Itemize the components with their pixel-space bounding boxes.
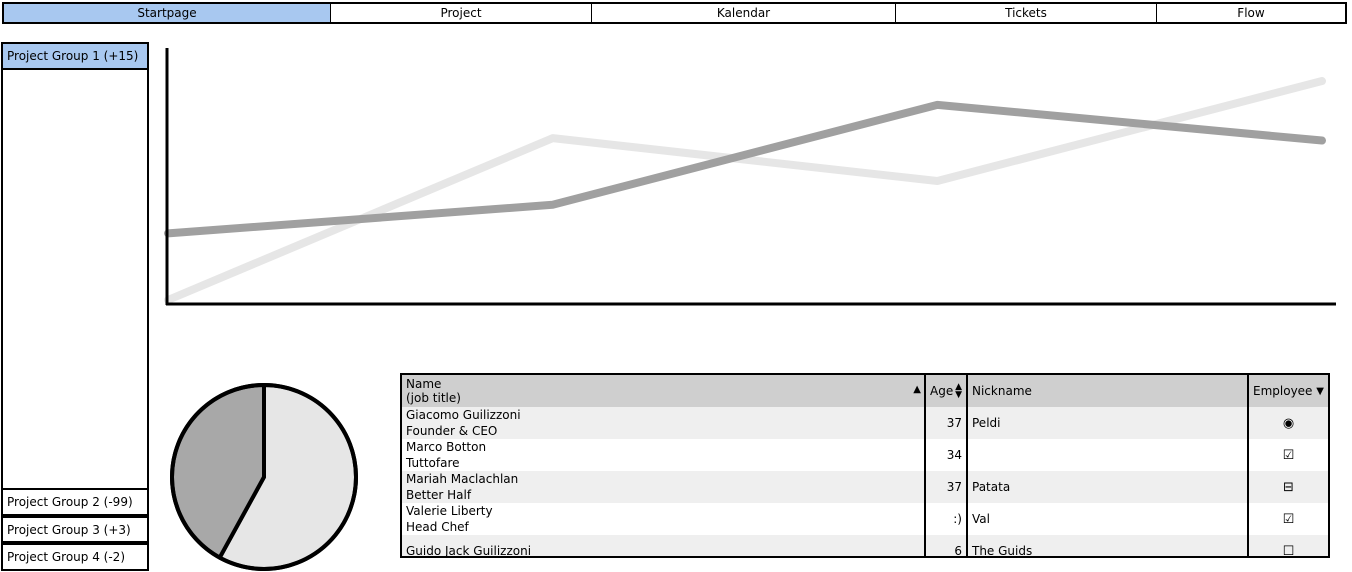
main-tab-bar: Startpage Project Kalendar Tickets Flow (2, 2, 1347, 24)
cell-name: Marco Botton Tuttofare (402, 439, 925, 471)
cell-name: Valerie Liberty Head Chef (402, 503, 925, 535)
employee-data-grid: Name (job title) ▲ Age ▲ ▼ Nickname Emplo… (400, 373, 1330, 558)
tab-kalendar[interactable]: Kalendar (592, 4, 896, 22)
tab-project[interactable]: Project (331, 4, 592, 22)
employee-job-title: Founder & CEO (406, 424, 498, 438)
employee-name: Mariah Maclachlan (406, 472, 519, 486)
column-header-employee-label: Employee (1253, 384, 1313, 398)
cell-employee: ◉ (1247, 407, 1328, 439)
line-series-1 (164, 77, 1326, 304)
tab-flow[interactable]: Flow (1237, 6, 1265, 20)
cell-employee: ☑ (1247, 439, 1328, 471)
cell-employee: ☐ (1247, 535, 1328, 558)
sidebar-expanded-panel (1, 70, 149, 488)
column-header-name-label: Name (406, 377, 442, 391)
table-row[interactable]: Giacomo Guilizzoni Founder & CEO 37 Peldi ◉ (402, 407, 1328, 439)
sidebar-item-project-group-2[interactable]: Project Group 2 (-99) (1, 488, 149, 516)
pie-outline (170, 383, 358, 571)
table-header-row: Name (job title) ▲ Age ▲ ▼ Nickname Emplo… (402, 375, 1328, 407)
cell-age: 34 (924, 439, 968, 471)
column-header-nickname[interactable]: Nickname (967, 375, 1248, 407)
column-header-name-sublabel: (job title) (406, 391, 461, 405)
cell-name: Giacomo Guilizzoni Founder & CEO (402, 407, 925, 439)
sort-both-icon: ▲ ▼ (955, 382, 962, 400)
employee-name: Marco Botton (406, 440, 487, 454)
cell-age: :) (924, 503, 968, 535)
cell-nickname (967, 439, 1248, 471)
cell-nickname: Patata (967, 471, 1248, 503)
employee-job-title: Better Half (406, 488, 472, 502)
cell-employee: ☑ (1247, 503, 1328, 535)
employee-name: Giacomo Guilizzoni (406, 408, 521, 422)
employee-name: Guido Jack Guilizzoni (406, 544, 532, 558)
pie-chart (170, 383, 358, 571)
employee-job-title: Head Chef (406, 520, 469, 534)
checkbox-checked-icon[interactable]: ☑ (1282, 512, 1295, 527)
cell-nickname: The Guids (967, 535, 1248, 556)
table-row[interactable]: Marco Botton Tuttofare 34 ☑ (402, 439, 1328, 471)
cell-name: Mariah Maclachlan Better Half (402, 471, 925, 503)
tab-tickets[interactable]: Tickets (896, 4, 1157, 22)
cell-age: 6 (924, 535, 968, 556)
column-header-age-label: Age (930, 384, 954, 398)
checkbox-empty-icon[interactable]: ☐ (1282, 544, 1295, 558)
cell-name: Guido Jack Guilizzoni (402, 535, 925, 558)
column-header-employee[interactable]: Employee ▼ (1247, 375, 1328, 407)
sidebar-item-project-group-1[interactable]: Project Group 1 (+15) (1, 42, 149, 70)
dropdown-arrow-icon: ▼ (1316, 385, 1324, 397)
cell-nickname: Val (967, 503, 1248, 535)
cell-employee: ⊟ (1247, 471, 1328, 503)
sidebar-item-project-group-3[interactable]: Project Group 3 (+3) (1, 516, 149, 543)
sort-ascending-icon: ▲ (913, 384, 921, 395)
line-chart (164, 48, 1336, 306)
table-row[interactable]: Mariah Maclachlan Better Half 37 Patata ⊟ (402, 471, 1328, 503)
employee-name: Valerie Liberty (406, 504, 493, 518)
table-row[interactable]: Valerie Liberty Head Chef:) Val ☑ (402, 503, 1328, 535)
cell-age: 37 (924, 471, 968, 503)
cell-nickname: Peldi (967, 407, 1248, 439)
cell-age: 37 (924, 407, 968, 439)
checkbox-checked-icon[interactable]: ☑ (1282, 448, 1295, 463)
checkbox-indeterminate-icon[interactable]: ⊟ (1283, 480, 1294, 495)
tab-startpage[interactable]: Startpage (4, 4, 331, 22)
employee-table: Name (job title) ▲ Age ▲ ▼ Nickname Emplo… (402, 375, 1328, 558)
sidebar-item-project-group-4[interactable]: Project Group 4 (-2) (1, 543, 149, 571)
table-row[interactable]: Guido Jack Guilizzoni 6 The Guids ☐ (402, 535, 1328, 558)
radio-selected-icon[interactable]: ◉ (1282, 416, 1295, 431)
line-series-2 (164, 100, 1326, 238)
column-header-age[interactable]: Age ▲ ▼ (924, 375, 968, 407)
column-header-name[interactable]: Name (job title) ▲ (402, 375, 925, 407)
employee-job-title: Tuttofare (406, 456, 460, 470)
